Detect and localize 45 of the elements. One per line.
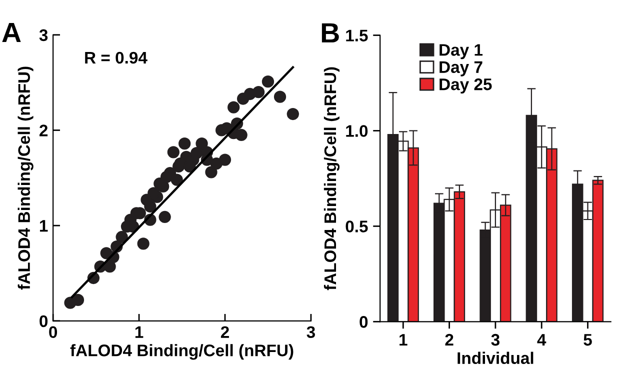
y-tick-label: 2 [40, 124, 48, 136]
point [170, 174, 183, 186]
chart-title: A [2, 22, 21, 42]
legend-label: Day 1 [440, 44, 483, 60]
legend-label: Day 7 [440, 61, 482, 76]
y-tick-label: 1.0 [346, 125, 368, 137]
point [235, 128, 248, 142]
x-tick-label: 3 [306, 326, 315, 338]
point [140, 194, 153, 206]
point [220, 122, 233, 134]
y-tick-label: 1.5 [346, 30, 368, 42]
legend-label: Day 25 [440, 78, 492, 94]
chart-title: B [322, 23, 339, 42]
y-tick-label: 3 [39, 29, 48, 42]
x-axis-title: fALOD4 Binding/Cell (nRFU) [70, 344, 294, 360]
point [72, 294, 84, 306]
point [137, 238, 150, 250]
point [190, 147, 203, 160]
y-axis-title: fALOD4 Binding/Cell (nRFU) [18, 66, 34, 290]
y-axis-title: fALOD4 Binding/Cell (nRFU) [324, 67, 340, 290]
point [218, 154, 232, 166]
point [167, 146, 180, 158]
point [205, 166, 218, 178]
y-tick-label: 0 [40, 315, 48, 328]
x-tick-label: 1 [400, 334, 408, 346]
x-tick-label: 3 [491, 334, 500, 346]
x-tick-label: 5 [584, 334, 592, 346]
point [100, 247, 112, 260]
point [274, 90, 286, 103]
x-tick-label: 2 [220, 326, 229, 338]
point [262, 76, 274, 88]
x-tick-label: 0 [49, 326, 58, 338]
y-tick-label: 0 [360, 316, 368, 328]
point [228, 101, 240, 114]
x-tick-label: 4 [537, 334, 546, 346]
x-axis-title: Individual [458, 352, 534, 364]
point [178, 137, 191, 150]
point [286, 108, 299, 120]
x-tick-label: 1 [135, 326, 144, 338]
point [252, 86, 265, 98]
x-tick-label: 2 [445, 334, 454, 346]
point [158, 210, 171, 224]
y-tick-label: 0.5 [346, 220, 368, 232]
y-tick-label: 1 [40, 220, 48, 232]
annotation: R = 0.94 [85, 52, 148, 64]
